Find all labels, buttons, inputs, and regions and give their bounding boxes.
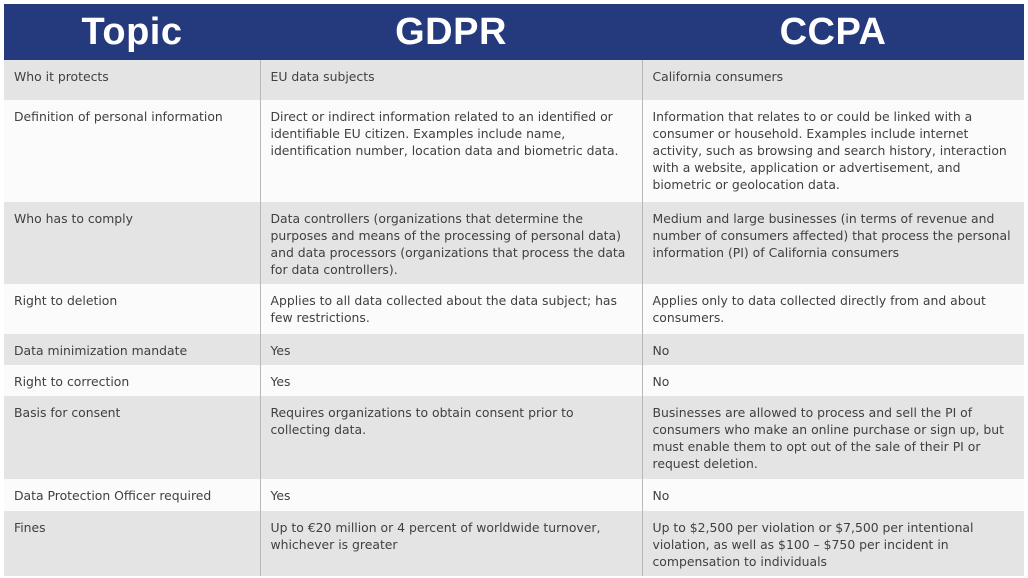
row-label: Right to correction bbox=[4, 365, 261, 396]
cell: Data controllers (organizations that det… bbox=[260, 202, 643, 284]
cell: Information that relates to or could be … bbox=[642, 100, 1024, 202]
header-row: Topic GDPR CCPA bbox=[4, 4, 1024, 60]
row-label: Who it protects bbox=[4, 60, 261, 100]
cell: Up to $2,500 per violation or $7,500 per… bbox=[642, 511, 1024, 576]
column-header: CCPA bbox=[642, 4, 1024, 60]
table-row: Data minimization mandate Yes No bbox=[4, 334, 1024, 365]
row-label: Data minimization mandate bbox=[4, 334, 261, 365]
table-row: Right to deletion Applies to all data col… bbox=[4, 284, 1024, 334]
table-body: Who it protects EU data subjects Californi… bbox=[4, 60, 1024, 576]
table-row: Who has to comply Data controllers (organ… bbox=[4, 202, 1024, 284]
row-label: Definition of personal information bbox=[4, 100, 261, 202]
cell: Requires organizations to obtain consent… bbox=[260, 396, 643, 479]
table-row: Data Protection Officer required Yes No bbox=[4, 479, 1024, 511]
column-header: Topic bbox=[4, 4, 260, 60]
table-row: Definition of personal information Direct… bbox=[4, 100, 1024, 202]
cell: Up to €20 million or 4 percent of worldw… bbox=[260, 511, 643, 576]
row-label: Fines bbox=[4, 511, 261, 576]
table-row: Fines Up to €20 million or 4 percent of w… bbox=[4, 511, 1024, 576]
cell: Yes bbox=[260, 479, 643, 511]
row-label: Data Protection Officer required bbox=[4, 479, 261, 511]
cell: Medium and large businesses (in terms of… bbox=[642, 202, 1024, 284]
row-label: Who has to comply bbox=[4, 202, 261, 284]
cell: EU data subjects bbox=[260, 60, 643, 100]
table-container: Topic GDPR CCPA Who it protects EU data sub… bbox=[4, 4, 1024, 576]
row-label: Basis for consent bbox=[4, 396, 261, 479]
cell: Yes bbox=[260, 334, 643, 365]
table-row: Right to correction Yes No bbox=[4, 365, 1024, 396]
row-label: Right to deletion bbox=[4, 284, 261, 334]
cell: No bbox=[642, 334, 1024, 365]
cell: Businesses are allowed to process and se… bbox=[642, 396, 1024, 479]
cell: Direct or indirect information related t… bbox=[260, 100, 643, 202]
table-row: Who it protects EU data subjects Californi… bbox=[4, 60, 1024, 100]
cell: No bbox=[642, 365, 1024, 396]
cell: Yes bbox=[260, 365, 643, 396]
comparison-table: Topic GDPR CCPA Who it protects EU data sub… bbox=[4, 4, 1024, 576]
table-row: Basis for consent Requires organizations … bbox=[4, 396, 1024, 479]
column-header: GDPR bbox=[260, 4, 642, 60]
cell: No bbox=[642, 479, 1024, 511]
cell: Applies only to data collected directly … bbox=[642, 284, 1024, 334]
cell: California consumers bbox=[642, 60, 1024, 100]
cell: Applies to all data collected about the … bbox=[260, 284, 643, 334]
